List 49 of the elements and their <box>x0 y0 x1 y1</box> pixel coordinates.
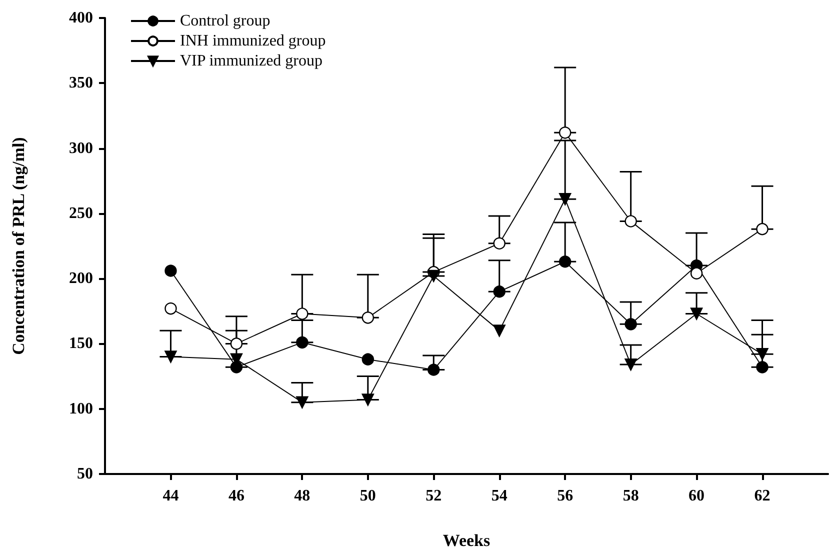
x-tick-label: 52 <box>426 488 442 504</box>
y-tick-label: 350 <box>69 74 93 92</box>
x-tick-label: 48 <box>294 488 310 504</box>
point <box>624 358 637 371</box>
point <box>428 270 440 282</box>
point <box>624 318 637 330</box>
point <box>756 222 768 236</box>
point <box>164 264 177 277</box>
point <box>624 215 637 228</box>
point <box>558 192 572 206</box>
point <box>493 286 506 298</box>
point <box>230 338 243 350</box>
point <box>296 336 308 349</box>
legend-label: VIP immunized group <box>180 52 322 70</box>
point <box>690 267 703 280</box>
legend-label: INH immunized group <box>180 32 326 50</box>
point <box>756 361 768 374</box>
legend-label: Control group <box>180 12 270 30</box>
y-tick-label: 100 <box>69 400 93 418</box>
y-tick-label: 150 <box>69 335 93 352</box>
x-tick-label: 62 <box>754 488 770 504</box>
x-tick-label: 50 <box>360 488 376 504</box>
point <box>296 308 308 320</box>
point <box>690 308 703 320</box>
point <box>164 302 177 315</box>
x-tick-label: 58 <box>622 488 639 504</box>
y-tick-label: 300 <box>69 140 93 157</box>
y-tick-label: 200 <box>69 270 93 288</box>
x-tick-label: 54 <box>491 488 508 504</box>
point <box>428 364 440 376</box>
x-tick-label: 56 <box>557 488 574 504</box>
point <box>362 353 374 366</box>
point <box>296 396 308 408</box>
y-tick-label: 400 <box>69 10 93 26</box>
point <box>559 126 572 139</box>
y-tick-label: 250 <box>69 204 93 222</box>
point <box>164 350 177 363</box>
point <box>362 312 374 324</box>
point <box>362 394 374 406</box>
x-tick-label: 44 <box>162 488 179 504</box>
point <box>493 324 506 337</box>
point <box>756 348 768 360</box>
y-tick-label: 50 <box>77 466 93 482</box>
x-axis-title: Weeks <box>442 531 490 550</box>
x-tick-label: 46 <box>228 488 244 504</box>
x-tick-label: 60 <box>688 488 705 504</box>
y-axis-title: Concentration of PRL (ng/ml) <box>9 137 28 355</box>
point <box>559 256 572 268</box>
point <box>493 237 506 250</box>
